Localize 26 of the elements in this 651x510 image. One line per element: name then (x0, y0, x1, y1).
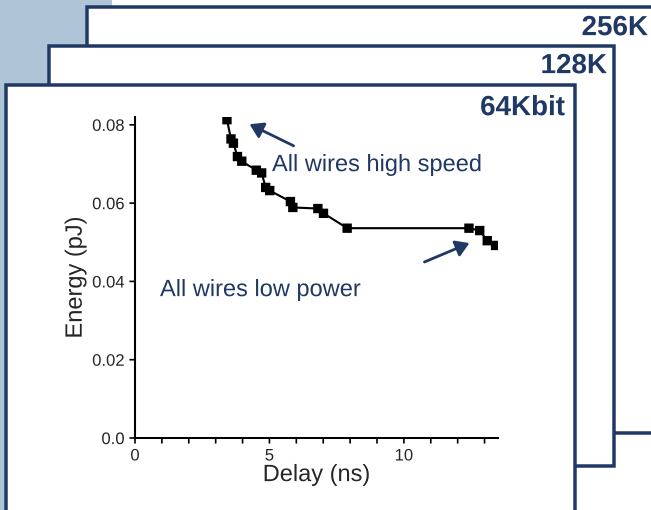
point (482, 236, 492, 246)
chart-title: 64Kbit (481, 95, 565, 116)
point (288, 202, 298, 212)
y-tick-label: 0.04 (92, 276, 124, 288)
point (228, 138, 238, 148)
x-axis-title: Delay (ns) (264, 464, 369, 486)
annotation: All wires low power (160, 278, 360, 302)
text: 256K (582, 16, 648, 36)
y-tick-label: 0.02 (92, 354, 124, 366)
annotation: All wires high speed (272, 154, 480, 176)
x-tick-label: 5 (265, 449, 274, 461)
point (475, 226, 484, 236)
point (342, 223, 352, 233)
x-tick-label: 10 (396, 448, 413, 461)
point (256, 168, 266, 178)
point (318, 208, 328, 218)
y-tick-label: 0.06 (92, 198, 124, 210)
y-axis-title: Energy (pJ) (64, 218, 87, 337)
point (237, 156, 246, 166)
text: 128K (542, 54, 607, 74)
y-tick-label: 0.0 (102, 432, 124, 444)
point (265, 186, 274, 196)
point (464, 223, 474, 233)
y-tick-label: 0.08 (92, 119, 124, 132)
x-tick-label: 0 (131, 448, 139, 461)
point (222, 117, 232, 124)
